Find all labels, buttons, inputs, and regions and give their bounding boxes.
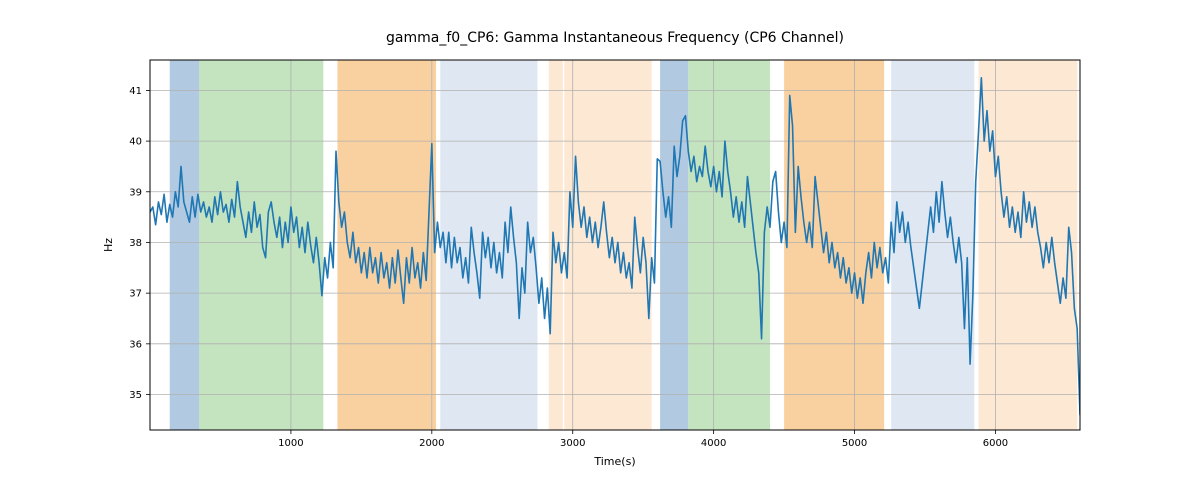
ytick-label: 41 [129,86,142,97]
chart-container: 1000 2000 3000 4000 5000 6000 35 36 37 38 39 40 41 Ti… [0,0,1200,500]
ytick-label: 35 [129,390,142,401]
band-6 [660,60,688,430]
xtick-label: 6000 [983,438,1008,449]
band-0 [170,60,200,430]
ytick-label: 36 [129,339,142,350]
xtick-label: 3000 [560,438,585,449]
ytick-label: 40 [129,137,142,148]
band-9 [891,60,974,430]
band-7 [688,60,770,430]
chart-svg: 1000 2000 3000 4000 5000 6000 35 36 37 38 39 40 41 Ti… [0,0,1200,500]
band-8 [784,60,884,430]
ytick-label: 39 [129,187,142,198]
chart-title: gamma_f0_CP6: Gamma Instantaneous Freque… [386,30,844,46]
xtick-label: 5000 [842,438,867,449]
xtick-label: 1000 [278,438,303,449]
x-axis-label: Time(s) [593,455,635,468]
xtick-label: 4000 [701,438,726,449]
ytick-label: 37 [129,289,142,300]
band-11 [987,60,1077,430]
band-4 [549,60,563,430]
y-axis-label: Hz [102,238,115,252]
ytick-label: 38 [129,238,142,249]
xtick-label: 2000 [419,438,444,449]
